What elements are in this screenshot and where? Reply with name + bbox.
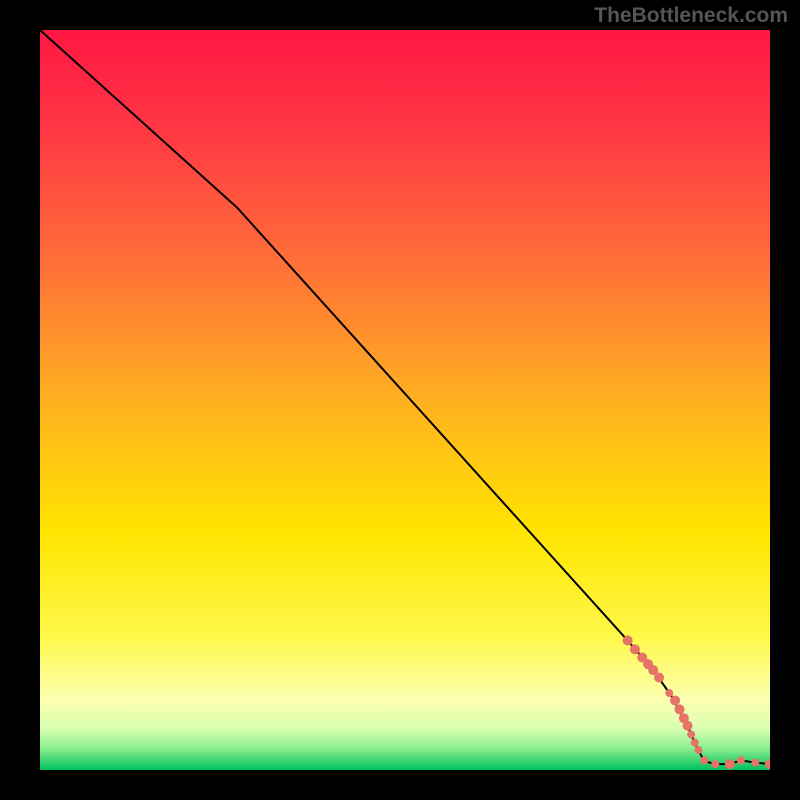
data-marker [711,760,719,768]
data-marker [670,695,680,705]
data-marker [683,721,693,731]
chart-container: TheBottleneck.com [0,0,800,800]
data-marker [725,759,735,769]
data-marker [687,730,695,738]
plot-area [40,30,770,770]
data-marker [694,746,702,754]
data-marker [654,673,664,683]
curve-line [40,30,770,764]
data-marker [765,759,770,769]
data-marker [691,739,699,747]
data-marker [665,689,673,697]
chart-svg [40,30,770,770]
data-marker [737,756,745,764]
watermark-text: TheBottleneck.com [594,4,788,28]
data-marker [751,759,759,767]
data-marker [630,644,640,654]
markers-group [623,636,770,770]
data-marker [700,756,708,764]
data-marker [623,636,633,646]
data-marker [674,704,684,714]
